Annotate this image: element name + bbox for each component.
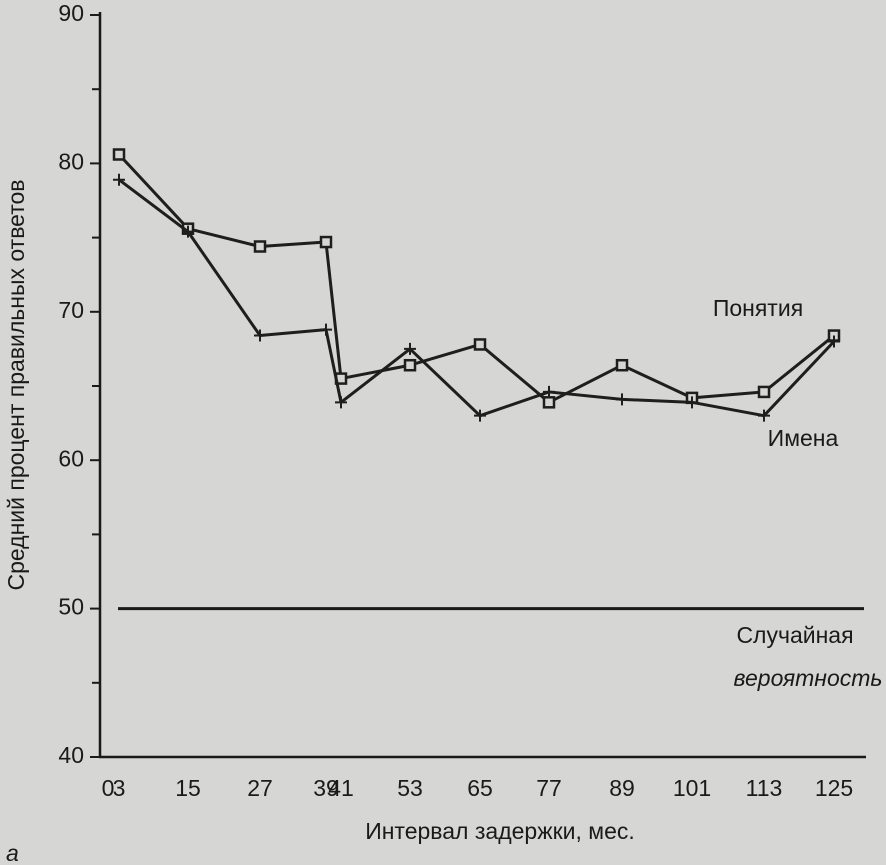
x-tick-label: 3 <box>113 775 126 801</box>
marker <box>320 323 332 336</box>
marker <box>404 342 416 355</box>
marker <box>319 235 333 249</box>
marker <box>615 358 629 372</box>
panel-label: а <box>6 840 19 865</box>
x-tick-label: 15 <box>175 775 201 801</box>
marker <box>474 409 486 422</box>
y-tick-label: 50 <box>58 594 84 620</box>
x-tick-label: 41 <box>328 775 354 801</box>
x-tick-label: 65 <box>467 775 493 801</box>
marker <box>758 409 770 422</box>
x-tick-label: 89 <box>609 775 635 801</box>
marker <box>403 358 417 372</box>
y-axis-label: Средний процент правильных ответов <box>3 180 29 591</box>
chance-label: вероятность <box>733 665 882 691</box>
series-line <box>117 153 835 404</box>
y-tick-label: 40 <box>58 742 84 768</box>
x-tick-label: 113 <box>746 775 783 801</box>
marker <box>335 396 347 409</box>
chance-label: Случайная <box>736 622 853 648</box>
x-tick-label: 53 <box>397 775 423 801</box>
y-tick-label: 70 <box>58 297 84 323</box>
marker <box>828 335 840 348</box>
marker <box>542 396 556 409</box>
marker <box>254 329 266 342</box>
x-axis-label: Интервал задержки, мес. <box>365 818 635 844</box>
x-tick-label: 0 <box>102 775 115 801</box>
y-tick-label: 80 <box>58 148 84 174</box>
marker <box>473 338 487 351</box>
x-tick-label: 27 <box>247 775 273 801</box>
marker <box>616 393 628 406</box>
marker <box>112 148 126 161</box>
x-tick-label: 77 <box>536 775 562 801</box>
y-tick-label: 90 <box>58 0 84 26</box>
x-tick-label: 101 <box>673 775 711 801</box>
x-tick-label: 125 <box>815 775 853 801</box>
marker <box>543 385 555 398</box>
y-tick-label: 60 <box>58 445 84 471</box>
marker <box>757 385 771 399</box>
series-label: Имена <box>768 425 839 451</box>
marker <box>253 240 267 253</box>
x-tick-label: 39 <box>313 775 339 801</box>
marker <box>182 225 194 238</box>
marker <box>686 396 698 409</box>
marker <box>113 173 125 186</box>
series-line <box>118 178 836 418</box>
series-label: Понятия <box>713 295 803 321</box>
